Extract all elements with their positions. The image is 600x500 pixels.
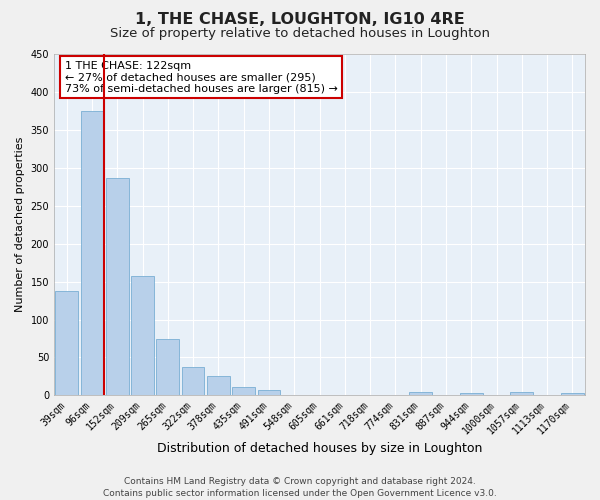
Bar: [561, 393, 584, 396]
Bar: [207, 376, 230, 396]
Bar: [460, 393, 482, 396]
Bar: [511, 392, 533, 396]
Bar: [257, 390, 280, 396]
Bar: [80, 111, 103, 396]
Bar: [157, 340, 179, 396]
Bar: [106, 178, 128, 396]
Text: Size of property relative to detached houses in Loughton: Size of property relative to detached ho…: [110, 28, 490, 40]
Y-axis label: Number of detached properties: Number of detached properties: [15, 137, 25, 312]
X-axis label: Distribution of detached houses by size in Loughton: Distribution of detached houses by size …: [157, 442, 482, 455]
Text: Contains HM Land Registry data © Crown copyright and database right 2024.
Contai: Contains HM Land Registry data © Crown c…: [103, 476, 497, 498]
Bar: [409, 392, 432, 396]
Bar: [308, 394, 331, 396]
Text: 1, THE CHASE, LOUGHTON, IG10 4RE: 1, THE CHASE, LOUGHTON, IG10 4RE: [135, 12, 465, 28]
Bar: [55, 292, 78, 396]
Bar: [334, 394, 356, 396]
Text: 1 THE CHASE: 122sqm
← 27% of detached houses are smaller (295)
73% of semi-detac: 1 THE CHASE: 122sqm ← 27% of detached ho…: [65, 61, 338, 94]
Bar: [182, 366, 205, 396]
Bar: [232, 387, 255, 396]
Bar: [283, 394, 305, 396]
Bar: [131, 276, 154, 396]
